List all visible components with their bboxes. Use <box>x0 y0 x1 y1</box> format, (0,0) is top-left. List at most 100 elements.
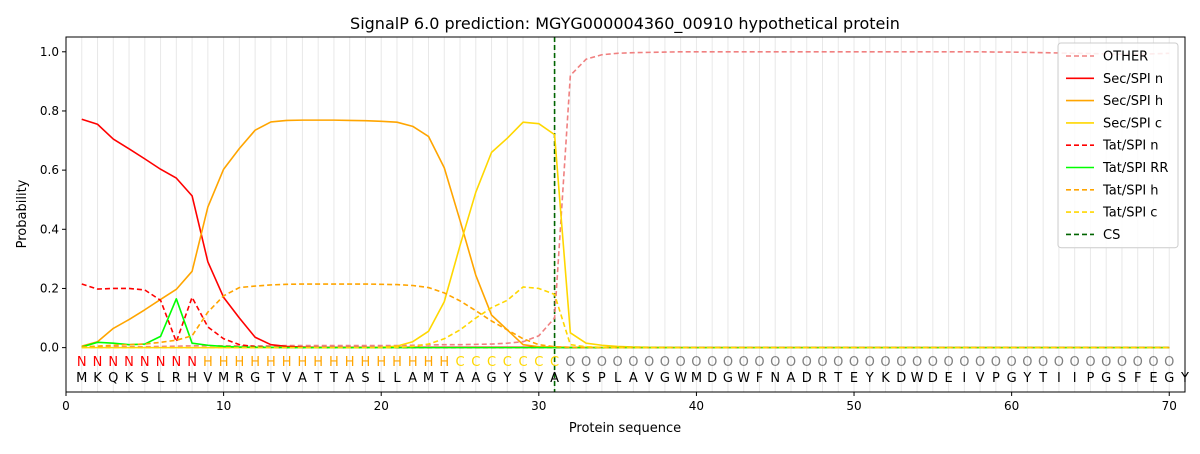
series-line-tat-spi-rr <box>81 298 1170 349</box>
region-label: O <box>660 355 670 370</box>
residue-label: T <box>439 371 448 386</box>
residue-label: F <box>756 371 763 386</box>
residue-label: T <box>833 371 842 386</box>
plot-frame <box>65 36 1186 393</box>
region-label: O <box>613 355 623 370</box>
region-label: O <box>817 355 827 370</box>
x-axis: 0 10 20 30 40 50 60 70 <box>62 392 1177 413</box>
residue-label: L <box>157 371 165 386</box>
residue-label: I <box>962 371 966 386</box>
region-label: N <box>124 355 134 370</box>
residue-label: M <box>423 371 434 386</box>
residue-label: T <box>313 371 322 386</box>
region-label: C <box>487 355 496 370</box>
residue-label: V <box>203 371 212 386</box>
region-label: C <box>550 355 559 370</box>
region-label: H <box>313 355 323 370</box>
region-label: O <box>943 355 953 370</box>
region-label: N <box>171 355 181 370</box>
residue-label: V <box>645 371 654 386</box>
y-tick-label: 0.0 <box>40 341 59 355</box>
series-line-tat-spi-h <box>81 283 1170 349</box>
residue-label: S <box>361 371 369 386</box>
region-label: O <box>1117 355 1127 370</box>
region-label: H <box>439 355 449 370</box>
residue-label: G <box>486 371 496 386</box>
legend-label: Tat/SPI c <box>1102 206 1157 221</box>
region-label: N <box>156 355 166 370</box>
region-label: O <box>975 355 985 370</box>
residue-label: L <box>393 371 401 386</box>
y-tick-label: 0.6 <box>40 163 59 177</box>
region-label: O <box>896 355 906 370</box>
residue-label: R <box>818 371 827 386</box>
residue-label: A <box>629 371 638 386</box>
region-label: H <box>345 355 355 370</box>
x-tick-label: 10 <box>216 399 231 413</box>
region-label: H <box>203 355 213 370</box>
region-label: O <box>1133 355 1143 370</box>
residue-label: S <box>582 371 590 386</box>
residue-label: K <box>566 371 575 386</box>
region-label: H <box>361 355 371 370</box>
region-label: O <box>691 355 701 370</box>
y-axis: 0.0 0.2 0.4 0.6 0.8 1.0 <box>40 45 66 355</box>
region-label: O <box>628 355 638 370</box>
residue-label: D <box>928 371 938 386</box>
legend-label: OTHER <box>1103 50 1148 65</box>
residue-label: K <box>881 371 890 386</box>
region-label: O <box>833 355 843 370</box>
region-label: N <box>187 355 197 370</box>
region-label: H <box>282 355 292 370</box>
series-layer <box>81 50 1170 349</box>
residue-label: E <box>850 371 858 386</box>
region-label: C <box>534 355 543 370</box>
region-label: O <box>644 355 654 370</box>
x-tick-label: 40 <box>689 399 704 413</box>
region-label: H <box>329 355 339 370</box>
residue-label: A <box>456 371 465 386</box>
region-label: H <box>424 355 434 370</box>
region-label: O <box>1007 355 1017 370</box>
residue-label: G <box>1164 371 1174 386</box>
residue-label: G <box>660 371 670 386</box>
residue-label: V <box>534 371 543 386</box>
region-label: O <box>865 355 875 370</box>
legend-label: Tat/SPI h <box>1102 183 1159 198</box>
residue-label: M <box>691 371 702 386</box>
legend-label: Sec/SPI h <box>1103 94 1163 109</box>
y-tick-label: 0.8 <box>40 104 59 118</box>
residue-label: T <box>1038 371 1047 386</box>
region-label: N <box>77 355 87 370</box>
residue-label: A <box>345 371 354 386</box>
region-label: H <box>219 355 229 370</box>
region-label: O <box>1022 355 1032 370</box>
region-label: O <box>597 355 607 370</box>
y-axis-label: Probability <box>15 179 30 248</box>
residue-label: G <box>1007 371 1017 386</box>
region-label: H <box>298 355 308 370</box>
x-tick-label: 20 <box>374 399 389 413</box>
residue-label: R <box>172 371 181 386</box>
residue-label: Y <box>865 371 874 386</box>
region-label: O <box>1085 355 1095 370</box>
region-label: O <box>786 355 796 370</box>
residue-label: S <box>141 371 149 386</box>
residue-label: D <box>707 371 717 386</box>
grid-layer <box>81 37 1186 392</box>
region-label: H <box>266 355 276 370</box>
region-label: O <box>770 355 780 370</box>
residue-label: M <box>218 371 229 386</box>
region-label: O <box>959 355 969 370</box>
region-label: O <box>1038 355 1048 370</box>
series-line-tat-spi-c <box>81 286 1170 349</box>
x-tick-label: 70 <box>1162 399 1177 413</box>
region-label: C <box>471 355 480 370</box>
x-axis-label: Protein sequence <box>569 421 681 436</box>
region-label: N <box>108 355 118 370</box>
region-label: O <box>928 355 938 370</box>
region-label: H <box>234 355 244 370</box>
residue-label: Q <box>108 371 118 386</box>
